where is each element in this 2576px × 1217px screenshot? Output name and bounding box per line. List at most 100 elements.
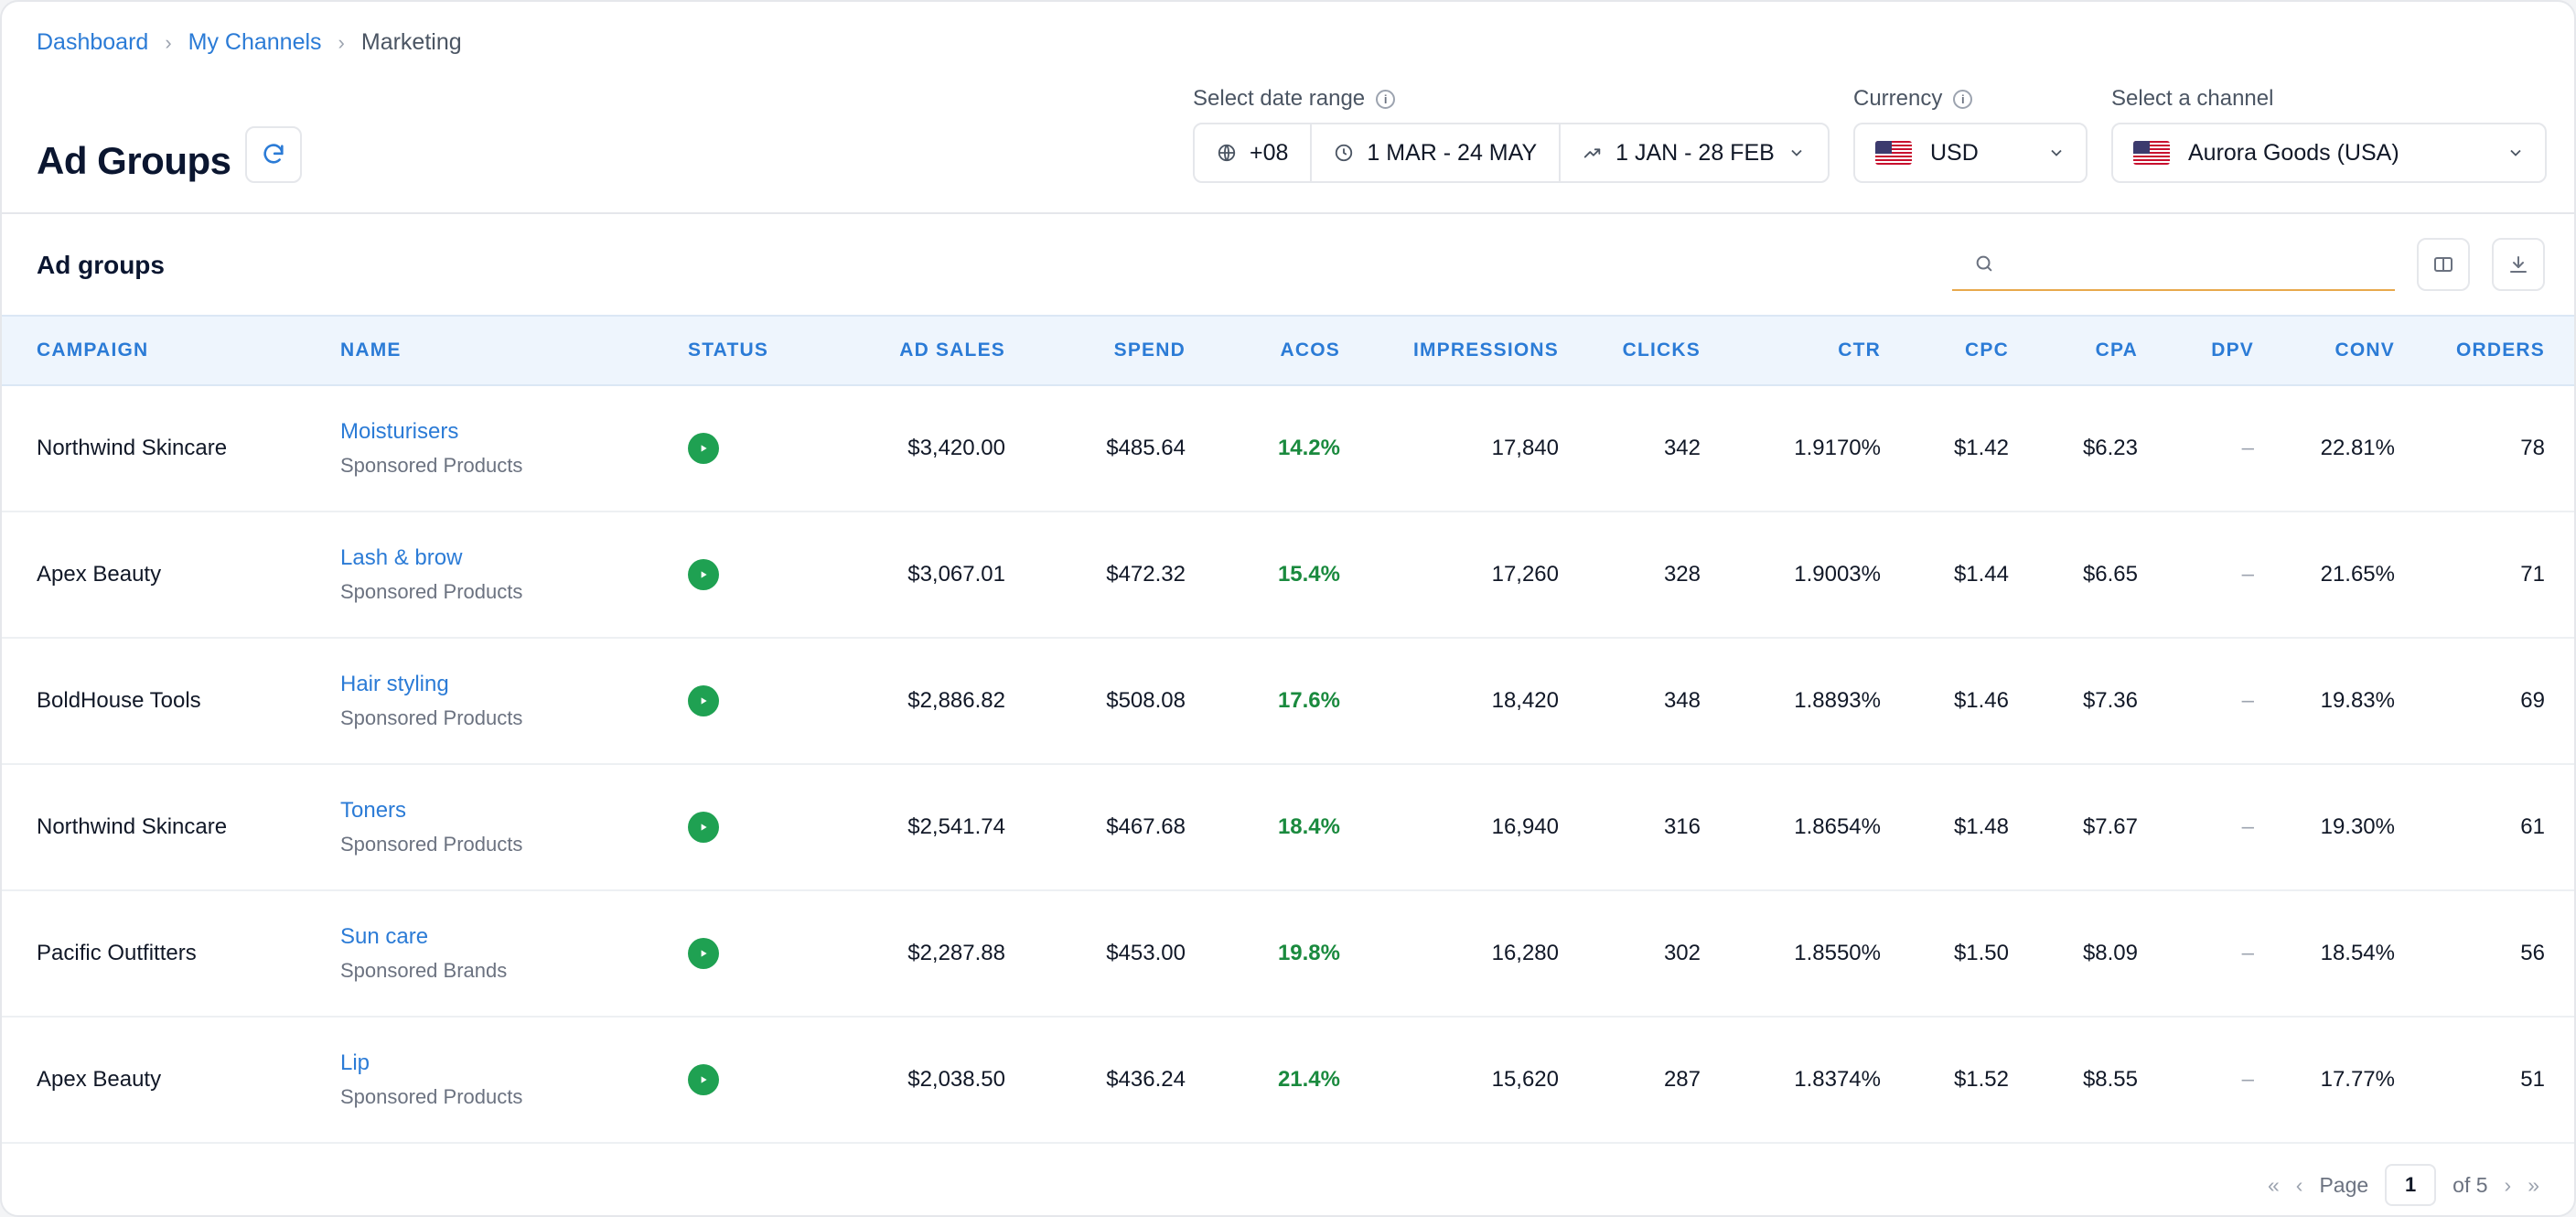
ad-group-link[interactable]: Lash & brow bbox=[340, 545, 463, 570]
table-row[interactable]: Pacific Outfitters Sun care Sponsored Bran… bbox=[2, 891, 2574, 1018]
breadcrumb: Dashboard › My Channels › Marketing bbox=[37, 29, 462, 56]
col-dpv[interactable]: DPV bbox=[2211, 339, 2254, 361]
timezone-selector[interactable]: +08 bbox=[1195, 124, 1310, 181]
status-active-icon[interactable] bbox=[688, 685, 719, 716]
refresh-button[interactable] bbox=[245, 126, 302, 183]
status-active-icon[interactable] bbox=[688, 938, 719, 969]
table-row[interactable]: BoldHouse Tools Hair styling Sponsored Pro… bbox=[2, 639, 2574, 765]
col-ctr[interactable]: CTR bbox=[1838, 339, 1881, 361]
table-row[interactable]: Northwind Skincare Moisturisers Sponsored … bbox=[2, 386, 2574, 512]
ad-group-link[interactable]: Hair styling bbox=[340, 672, 449, 696]
col-campaign[interactable]: CAMPAIGN bbox=[37, 339, 149, 361]
acos-cell: 14.2% bbox=[1277, 436, 1340, 460]
header-divider bbox=[2, 212, 2574, 214]
table-row[interactable]: Apex Beauty Lip Sponsored Products $2,038.5… bbox=[2, 1018, 2574, 1144]
ctr-cell: 1.8893% bbox=[1794, 688, 1881, 713]
info-icon: i bbox=[1953, 89, 1973, 109]
download-icon bbox=[2510, 256, 2527, 273]
status-active-icon[interactable] bbox=[688, 812, 719, 843]
col-impressions[interactable]: IMPRESSIONS bbox=[1412, 339, 1559, 361]
status-active-icon[interactable] bbox=[688, 433, 719, 464]
impressions-cell: 17,840 bbox=[1491, 436, 1559, 460]
breadcrumb-my-channels[interactable]: My Channels bbox=[188, 29, 322, 55]
col-spend[interactable]: SPEND bbox=[1113, 339, 1186, 361]
impressions-cell: 18,420 bbox=[1491, 688, 1559, 713]
orders-cell: 56 bbox=[2520, 941, 2545, 965]
pagination: « ‹ Page 1 of 5 › » bbox=[2268, 1164, 2539, 1206]
impressions-cell: 17,260 bbox=[1491, 562, 1559, 587]
prev-page-button[interactable]: ‹ bbox=[2295, 1172, 2303, 1197]
col-conv[interactable]: CONV bbox=[2334, 339, 2395, 361]
first-page-button[interactable]: « bbox=[2267, 1172, 2280, 1197]
page-number-input[interactable]: 1 bbox=[2385, 1164, 2437, 1206]
cpa-cell: $6.23 bbox=[2082, 436, 2138, 460]
name-cell: Lip Sponsored Products bbox=[340, 1018, 670, 1142]
search-icon bbox=[1976, 255, 1992, 272]
cpc-cell: $1.52 bbox=[1953, 1067, 2009, 1092]
name-cell: Sun care Sponsored Brands bbox=[340, 891, 670, 1016]
col-cpc[interactable]: CPC bbox=[1965, 339, 2009, 361]
primary-date-range[interactable]: 1 MAR - 24 MAY bbox=[1310, 124, 1559, 181]
channel-select[interactable]: Aurora Goods (USA) bbox=[2111, 123, 2547, 183]
search-input[interactable] bbox=[2007, 251, 2373, 276]
col-orders[interactable]: ORDERS bbox=[2455, 339, 2545, 361]
clicks-cell: 328 bbox=[1663, 562, 1701, 587]
chevron-down-icon bbox=[2051, 149, 2062, 156]
cpa-cell: $8.09 bbox=[2082, 941, 2138, 965]
cpa-cell: $8.55 bbox=[2082, 1067, 2138, 1092]
columns-button[interactable] bbox=[2417, 238, 2470, 291]
breadcrumb-dashboard[interactable]: Dashboard bbox=[37, 29, 149, 55]
clicks-cell: 342 bbox=[1663, 436, 1701, 460]
table-row[interactable]: Northwind Skincare Toners Sponsored Produc… bbox=[2, 765, 2574, 891]
next-page-button[interactable]: › bbox=[2504, 1172, 2512, 1197]
col-acos[interactable]: ACOS bbox=[1280, 339, 1340, 361]
ad-group-link[interactable]: Lip bbox=[340, 1050, 370, 1075]
currency-select[interactable]: USD bbox=[1853, 123, 2088, 183]
ad-sales-cell: $2,038.50 bbox=[907, 1067, 1005, 1092]
conv-cell: 18.54% bbox=[2320, 941, 2395, 965]
channel-value: Aurora Goods (USA) bbox=[2188, 139, 2399, 166]
status-cell bbox=[688, 1018, 743, 1142]
last-page-button[interactable]: » bbox=[2528, 1172, 2539, 1197]
us-flag-icon bbox=[1875, 141, 1912, 165]
name-cell: Toners Sponsored Products bbox=[340, 765, 670, 889]
columns-icon bbox=[2434, 257, 2453, 272]
ad-group-link[interactable]: Toners bbox=[340, 798, 407, 823]
status-active-icon[interactable] bbox=[688, 1064, 719, 1095]
dpv-cell: – bbox=[2241, 688, 2254, 713]
table-header: CAMPAIGN NAME STATUS AD SALES SPEND ACOS… bbox=[2, 315, 2574, 386]
download-button[interactable] bbox=[2492, 238, 2545, 291]
dpv-cell: – bbox=[2241, 562, 2254, 587]
trend-up-icon bbox=[1583, 148, 1601, 158]
ad-type-label: Sponsored Products bbox=[340, 833, 523, 856]
table-row[interactable]: Apex Beauty Lash & brow Sponsored Products… bbox=[2, 512, 2574, 639]
ad-sales-cell: $2,886.82 bbox=[907, 688, 1005, 713]
col-status[interactable]: STATUS bbox=[688, 339, 769, 361]
status-active-icon[interactable] bbox=[688, 559, 719, 590]
clicks-cell: 316 bbox=[1663, 814, 1701, 839]
spend-cell: $467.68 bbox=[1106, 814, 1186, 839]
orders-cell: 51 bbox=[2520, 1067, 2545, 1092]
spend-cell: $436.24 bbox=[1106, 1067, 1186, 1092]
ad-group-link[interactable]: Moisturisers bbox=[340, 419, 459, 444]
compare-date-range[interactable]: 1 JAN - 28 FEB bbox=[1559, 124, 1828, 181]
col-cpa[interactable]: CPA bbox=[2095, 339, 2138, 361]
channel-label: Select a channel bbox=[2111, 86, 2273, 112]
ad-sales-cell: $2,541.74 bbox=[907, 814, 1005, 839]
orders-cell: 69 bbox=[2520, 688, 2545, 713]
conv-cell: 19.30% bbox=[2320, 814, 2395, 839]
status-cell bbox=[688, 639, 743, 763]
col-clicks[interactable]: CLICKS bbox=[1622, 339, 1701, 361]
breadcrumb-separator: › bbox=[338, 30, 345, 54]
campaign-cell: Pacific Outfitters bbox=[37, 941, 197, 965]
col-name[interactable]: NAME bbox=[340, 339, 402, 361]
spend-cell: $472.32 bbox=[1106, 562, 1186, 587]
dpv-cell: – bbox=[2241, 436, 2254, 460]
campaign-cell: Apex Beauty bbox=[37, 562, 162, 587]
ad-group-link[interactable]: Sun care bbox=[340, 924, 429, 949]
impressions-cell: 16,280 bbox=[1491, 941, 1559, 965]
conv-cell: 19.83% bbox=[2320, 688, 2395, 713]
us-flag-icon bbox=[2133, 141, 2170, 165]
conv-cell: 21.65% bbox=[2320, 562, 2395, 587]
col-ad-sales[interactable]: AD SALES bbox=[899, 339, 1005, 361]
